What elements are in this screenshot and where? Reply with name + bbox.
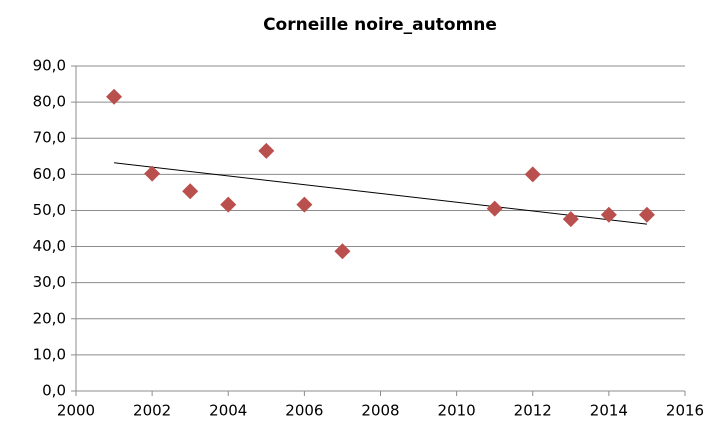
y-tick-label: 40,0 <box>33 237 66 255</box>
marker <box>144 165 161 182</box>
x-tick-label: 2010 <box>438 402 476 420</box>
marker <box>600 206 617 223</box>
y-tick-label: 30,0 <box>33 273 66 291</box>
marker <box>106 88 123 105</box>
marker <box>258 142 275 159</box>
y-tick-label: 50,0 <box>33 201 66 219</box>
x-tick-label: 2008 <box>361 402 399 420</box>
x-tick-label: 2016 <box>666 402 704 420</box>
chart-title: Corneille noire_automne <box>263 15 497 35</box>
marker <box>486 200 503 217</box>
marker <box>524 166 541 183</box>
x-tick-label: 2014 <box>590 402 628 420</box>
x-tick-label: 2000 <box>57 402 95 420</box>
x-tick-label: 2012 <box>514 402 552 420</box>
marker <box>638 206 655 223</box>
trend-line <box>114 162 647 225</box>
marker <box>296 196 313 213</box>
y-tick-label: 0,0 <box>42 382 66 400</box>
y-tick-label: 60,0 <box>33 165 66 183</box>
marker <box>334 243 351 260</box>
x-tick-label: 2006 <box>285 402 323 420</box>
y-tick-label: 70,0 <box>33 129 66 147</box>
y-tick-label: 90,0 <box>33 57 66 75</box>
y-tick-label: 20,0 <box>33 309 66 327</box>
marker <box>220 196 237 213</box>
x-tick-label: 2004 <box>209 402 247 420</box>
marker <box>182 183 199 200</box>
x-tick-label: 2002 <box>133 402 171 420</box>
y-tick-label: 10,0 <box>33 345 66 363</box>
marker <box>562 211 579 228</box>
y-tick-label: 80,0 <box>33 93 66 111</box>
